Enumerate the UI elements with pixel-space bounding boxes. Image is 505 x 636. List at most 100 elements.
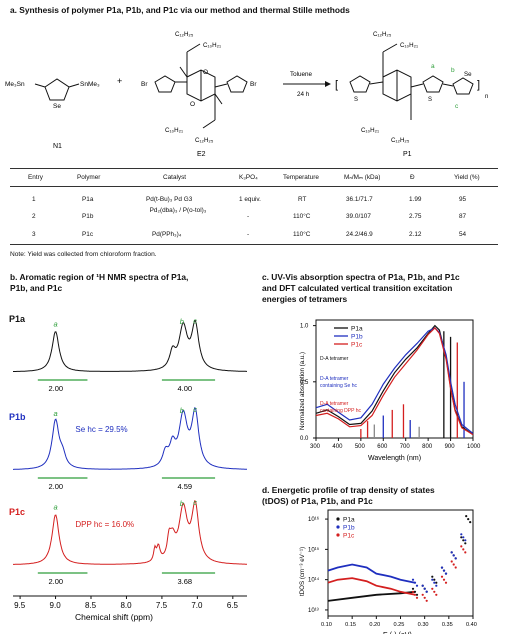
reaction-arrow: Toluene 24 h [283, 71, 331, 98]
nmr-trace-p1c [13, 500, 247, 565]
tdos-legend-label: P1a [343, 517, 355, 524]
tdos-point [450, 551, 453, 554]
tdos-point [425, 599, 428, 602]
tdos-legend-marker [336, 533, 340, 537]
tdos-point [452, 554, 455, 557]
th-yield: Yield (%) [454, 174, 480, 181]
integral-left: 2.00 [48, 577, 63, 586]
uv-legend-label: P1b [351, 334, 363, 341]
uv-legend-label: P1c [351, 342, 363, 349]
tdos-legend-marker [336, 525, 340, 529]
peak-label-b: b [180, 406, 184, 415]
tdos-point [411, 587, 415, 590]
tdos-point [413, 590, 417, 593]
e2-chain-bot-a: C₁₀H₂₁ [165, 127, 183, 134]
tdos-point [433, 578, 436, 581]
uv-series-p1b [315, 327, 474, 434]
nmr-spectrum-p1c: P1c a b c 2.00 3.68 DPP hc = 16.0% [9, 498, 247, 586]
tdos-point [462, 536, 465, 539]
table-cell: Pd(t-Bu)₃ Pd G3 [146, 196, 193, 203]
tdos-point [454, 557, 457, 560]
tdos-series-p1c [327, 545, 467, 602]
nmr-tick-label: 7.5 [156, 601, 168, 610]
tdos-legend-label: P1b [343, 525, 355, 532]
table-cell: 3 [32, 231, 36, 238]
nmr-tick-label: 8.0 [120, 601, 132, 610]
spectrum-label: P1c [9, 507, 25, 517]
tdos-x-tick-label: 0.20 [369, 622, 380, 628]
section-a-title: a. Synthesis of polymer P1a, P1b, and P1… [10, 5, 350, 15]
peak-label-b: b [180, 499, 184, 508]
p1-bracket-left: [ [335, 79, 338, 91]
tdos-x-tick-label: 0.35 [442, 622, 453, 628]
table-cell: 2 [32, 213, 36, 220]
p1-se: Se [464, 71, 472, 78]
tdos-point [440, 575, 444, 578]
p1-chain-bot-b: C₁₂H₂₅ [391, 137, 410, 144]
p1-label-a: a [431, 63, 435, 70]
spectrum-label: P1b [9, 412, 26, 422]
uv-x-tick-label: 400 [332, 444, 343, 450]
e2-chain-top-b: C₁₀H₂₁ [203, 42, 221, 49]
table-cell: 54 [459, 231, 467, 238]
tdos-point [435, 593, 438, 596]
table-cell: 87 [459, 213, 467, 220]
tdos-point [425, 590, 428, 593]
table-cell: 95 [459, 196, 467, 203]
tdos-point [464, 542, 467, 545]
peak-label-a: a [54, 409, 58, 418]
tdos-point [435, 581, 438, 584]
n1-right-group: SnMe₃ [80, 81, 100, 88]
tdos-point [452, 563, 455, 566]
n1-left-group: Me₃Sn [5, 81, 25, 88]
integral-right: 3.68 [178, 577, 193, 586]
tdos-x-label: E (-) (eV) [383, 632, 412, 634]
tdos-point [442, 569, 446, 572]
tdos-x-tick-label: 0.10 [321, 622, 332, 628]
p1-s-right: S [428, 97, 432, 103]
uv-y-tick-label: 0.0 [300, 436, 309, 442]
plus-sign: + [117, 76, 122, 86]
section-b-title-1: b. Aromatic region of ¹H NMR spectra of … [10, 272, 189, 282]
th-temperature: Temperature [283, 174, 319, 181]
uv-y-tick-label: 1.0 [300, 324, 309, 330]
tdos-point [421, 584, 424, 587]
tdos-curve [327, 563, 416, 584]
tdos-point [464, 539, 467, 542]
hc-annotation: Se hc = 29.5% [75, 425, 127, 434]
table-cell: P1b [82, 213, 94, 220]
tdos-point [460, 533, 463, 536]
tdos-point [442, 578, 446, 581]
tdos-point [435, 584, 438, 587]
p1-chain-top-a: C₁₂H₂₅ [373, 31, 392, 38]
nmr-trace-p1b [13, 407, 247, 470]
tdos-point [462, 539, 465, 542]
tdos-legend-label: P1c [343, 533, 355, 540]
table-note: Note: Yield was collected from chlorofor… [10, 251, 157, 258]
tdos-point [440, 566, 444, 569]
nmr-x-label: Chemical shift (ppm) [75, 612, 153, 622]
p1-chain-top-b: C₁₀H₂₁ [400, 42, 418, 49]
table-top-rule [10, 168, 498, 169]
tdos-y-tick-label: 10¹⁵ [308, 546, 320, 553]
tdos-y-tick-label: 10¹⁶ [308, 516, 320, 523]
uv-x-tick-label: 300 [310, 444, 321, 450]
p1-n: n [485, 94, 488, 100]
tdos-point [413, 581, 417, 584]
hc-annotation: DPP hc = 16.0% [75, 520, 134, 529]
monomer-n1: Me₃Sn Se SnMe₃ N1 [5, 78, 100, 150]
section-c-title-3: energies of tetramers [262, 294, 348, 304]
n1-se: Se [53, 103, 61, 110]
uv-x-tick-label: 500 [355, 444, 366, 450]
th-k3po4: K₃PO₄ [239, 174, 258, 181]
p1-label-b: b [451, 67, 455, 74]
nmr-spectrum-p1b: P1b a b c 2.00 4.59 Se hc = 29.5% [9, 405, 247, 491]
tdos-point [415, 584, 419, 587]
peak-label-c: c [193, 498, 197, 507]
section-d-title-2: (tDOS) of P1a, P1b, and P1c [262, 496, 373, 506]
tdos-point [433, 581, 436, 584]
tdos-x-tick-label: 0.15 [345, 622, 356, 628]
tdos-point [415, 596, 419, 599]
